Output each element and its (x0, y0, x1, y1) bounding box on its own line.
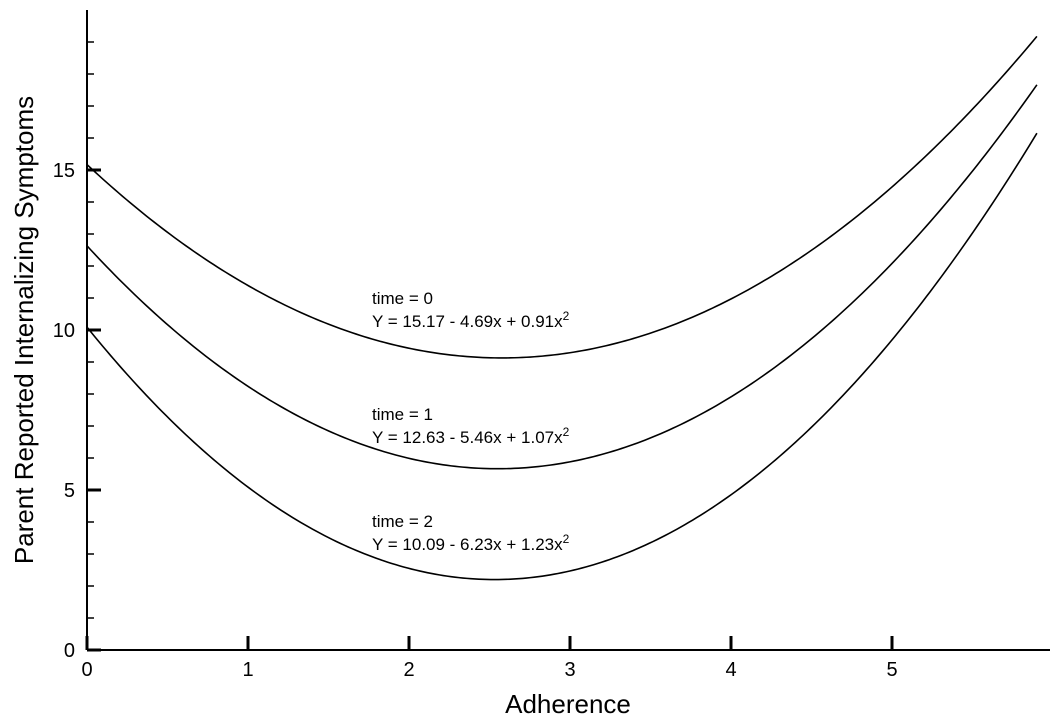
x-axis-title: Adherence (505, 689, 631, 719)
y-axis-title: Parent Reported Internalizing Symptoms (9, 96, 39, 564)
equation-exponent: 2 (563, 532, 570, 546)
x-tick-label: 2 (403, 659, 414, 681)
series-line-t0 (86, 35, 1038, 359)
series-line-t2 (86, 132, 1038, 581)
x-tick-label: 4 (725, 659, 736, 681)
annotation-label: time = 0 (372, 289, 433, 308)
y-tick-label: 15 (53, 160, 75, 182)
equation-text: Y = 10.09 - 6.23x + 1.23x (372, 535, 563, 554)
equation-text: Y = 12.63 - 5.46x + 1.07x (372, 428, 563, 447)
equation-exponent: 2 (563, 425, 570, 439)
equation-text: Y = 15.17 - 4.69x + 0.91x (372, 312, 563, 331)
annotation-label: time = 2 (372, 512, 433, 531)
y-tick-label: 10 (53, 320, 75, 342)
annotation-time-2: time = 2 Y = 10.09 - 6.23x + 1.23x2 (372, 512, 570, 554)
annotation-equation: Y = 10.09 - 6.23x + 1.23x2 (372, 532, 570, 554)
x-tick-label: 1 (242, 659, 253, 681)
annotation-time-0: time = 0 Y = 15.17 - 4.69x + 0.91x2 (372, 289, 570, 331)
series-line-t1 (86, 84, 1038, 470)
annotation-label: time = 1 (372, 405, 433, 424)
y-tick-label: 5 (64, 480, 75, 502)
x-tick-label: 3 (564, 659, 575, 681)
annotation-equation: Y = 15.17 - 4.69x + 0.91x2 (372, 309, 570, 331)
x-tick-label: 0 (81, 659, 92, 681)
x-ticks: 0 1 2 3 4 5 (81, 636, 898, 681)
series-lines (86, 35, 1038, 581)
x-tick-label: 5 (886, 659, 897, 681)
annotation-equation: Y = 12.63 - 5.46x + 1.07x2 (372, 425, 570, 447)
y-tick-label: 0 (64, 640, 75, 662)
y-minor-ticks (87, 41, 94, 651)
annotation-time-1: time = 1 Y = 12.63 - 5.46x + 1.07x2 (372, 405, 570, 447)
equation-exponent: 2 (563, 309, 570, 323)
